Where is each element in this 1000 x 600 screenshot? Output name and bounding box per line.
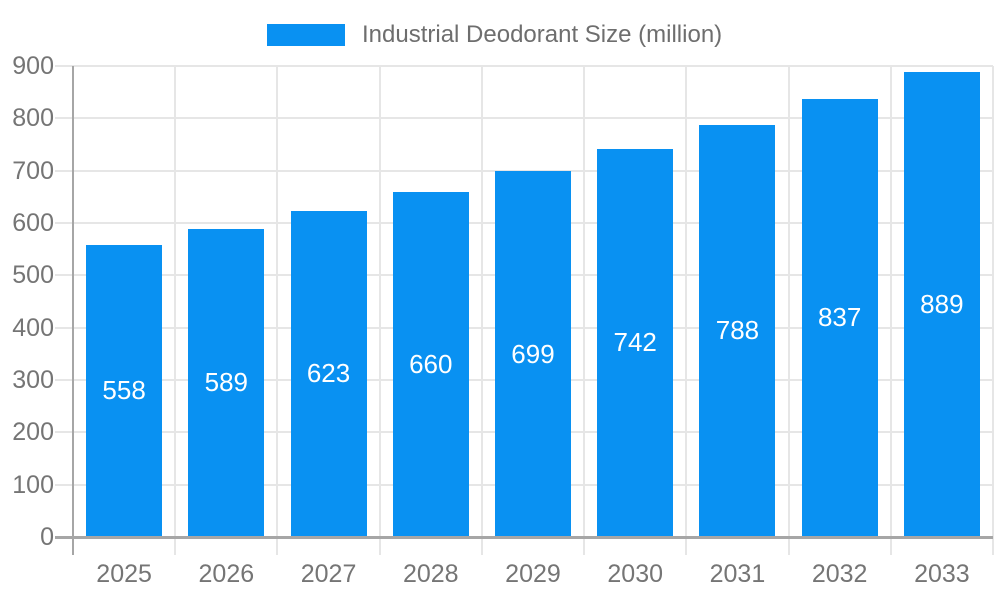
bar-2032[interactable]: 837 (801, 98, 878, 537)
x-axis-tick (276, 537, 279, 555)
x-axis-label: 2025 (96, 560, 152, 588)
chart-title: Industrial Deodorant Size (million) (362, 21, 723, 48)
y-axis-tick (55, 274, 73, 277)
x-axis-label: 2032 (811, 560, 868, 588)
bar-2029[interactable]: 699 (495, 171, 571, 537)
gridline-horizontal (73, 117, 993, 120)
y-axis-tick (55, 169, 73, 172)
y-axis-tick (55, 326, 73, 329)
y-axis-label: 900 (12, 52, 54, 80)
y-axis-label: 0 (40, 523, 54, 551)
x-axis-label: 2027 (300, 560, 357, 588)
bar-value-label: 742 (613, 327, 657, 358)
bar-2030[interactable]: 742 (597, 148, 674, 537)
gridline-vertical (276, 66, 279, 537)
y-axis-tick (55, 431, 73, 434)
x-axis-tick (174, 537, 177, 555)
bar-value-label: 837 (817, 302, 862, 333)
y-axis-label: 700 (12, 156, 54, 185)
y-axis-tick (55, 483, 73, 486)
y-axis-tick (55, 379, 73, 381)
y-axis-tick (55, 117, 73, 120)
bar-value-label: 623 (306, 358, 351, 389)
y-axis-line (72, 66, 74, 555)
legend: Industrial Deodorant Size (million) (267, 21, 722, 49)
bar-value-label: 788 (715, 315, 760, 346)
y-axis-tick (55, 65, 73, 67)
bar-value-label: 699 (511, 338, 555, 369)
bar-2031[interactable]: 788 (699, 124, 776, 537)
x-axis-baseline (55, 536, 993, 539)
bar-value-label: 660 (409, 348, 453, 379)
bar-2033[interactable]: 889 (903, 71, 980, 537)
bar-value-label: 558 (102, 375, 146, 406)
gridline-vertical (992, 66, 994, 537)
y-axis-label: 400 (12, 313, 54, 342)
x-axis-label: 2026 (198, 560, 255, 588)
gridline-horizontal (73, 65, 993, 67)
legend-swatch (267, 24, 345, 46)
x-axis-label: 2029 (505, 560, 561, 588)
x-axis-tick (480, 537, 483, 555)
x-axis-tick (992, 537, 994, 555)
x-axis-label: 2031 (709, 560, 766, 588)
x-axis-tick (583, 537, 586, 555)
y-axis-tick (55, 222, 73, 224)
bar-2027[interactable]: 623 (290, 210, 367, 537)
bar-2025[interactable]: 558 (86, 244, 163, 537)
x-axis-tick (378, 537, 381, 555)
x-axis-label: 2033 (914, 560, 970, 588)
gridline-vertical (889, 66, 892, 537)
gridline-vertical (378, 66, 381, 537)
gridline-vertical (787, 66, 790, 537)
bar-value-label: 889 (920, 288, 964, 319)
gridline-vertical (685, 66, 688, 537)
x-axis-tick (787, 537, 790, 555)
bar-value-label: 589 (204, 367, 249, 398)
y-axis-label: 800 (12, 104, 54, 133)
y-axis-label: 500 (12, 261, 54, 290)
bar-2028[interactable]: 660 (392, 191, 469, 537)
y-axis-label: 300 (12, 366, 54, 394)
x-axis-tick (685, 537, 688, 555)
gridline-vertical (480, 66, 483, 537)
y-axis-label: 100 (12, 470, 54, 499)
bar-2026[interactable]: 589 (188, 228, 265, 537)
y-axis-label: 200 (12, 418, 54, 447)
x-axis-label: 2028 (402, 560, 459, 588)
gridline-vertical (174, 66, 177, 537)
gridline-vertical (583, 66, 586, 537)
x-axis-tick (889, 537, 892, 555)
gridline-horizontal (73, 169, 993, 172)
x-axis-label: 2030 (607, 560, 664, 588)
y-axis-label: 600 (12, 209, 54, 237)
